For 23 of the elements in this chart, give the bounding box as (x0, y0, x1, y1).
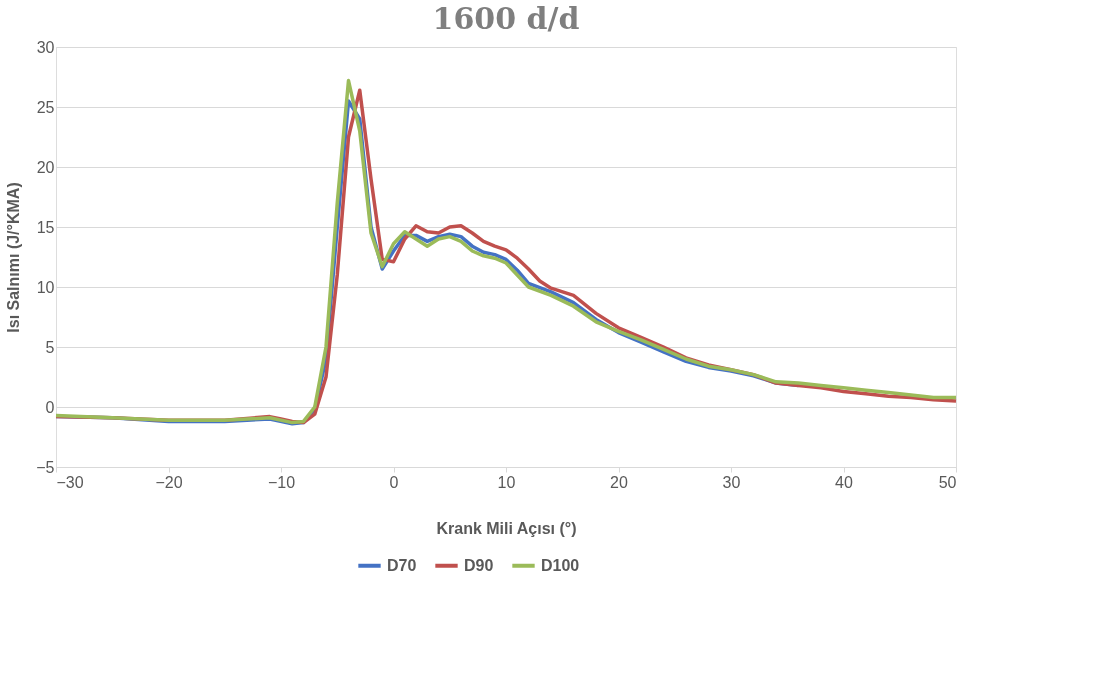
x-tick-label: 30 (722, 473, 741, 491)
y-tick-label: 0 (45, 398, 55, 416)
y-tick-label: 20 (36, 158, 55, 176)
y-tick-label: 15 (36, 218, 55, 236)
x-tick-label: −10 (267, 473, 296, 491)
x-tick-label: 0 (389, 473, 399, 491)
x-tick-label: −20 (155, 473, 183, 491)
y-tick-label: 5 (45, 338, 55, 356)
x-tick-label: 40 (835, 473, 853, 491)
legend-label: D90 (464, 556, 494, 574)
chart-title: 1600 d/d (432, 1, 580, 36)
y-tick-label: 10 (36, 278, 55, 296)
x-tick-label: −30 (56, 473, 84, 491)
legend-label: D100 (541, 556, 580, 574)
y-axis-title: Isı Salnımı (J/°KMA) (5, 182, 23, 333)
y-tick-label: −5 (36, 458, 55, 476)
y-tick-label: 25 (36, 98, 55, 116)
x-tick-label: 50 (938, 473, 957, 491)
x-axis-title: Krank Mili Açısı (°) (436, 519, 577, 537)
x-tick-label: 10 (497, 473, 516, 491)
x-tick-label: 20 (610, 473, 628, 491)
y-tick-label: 30 (36, 38, 55, 56)
legend-label: D70 (387, 556, 417, 574)
